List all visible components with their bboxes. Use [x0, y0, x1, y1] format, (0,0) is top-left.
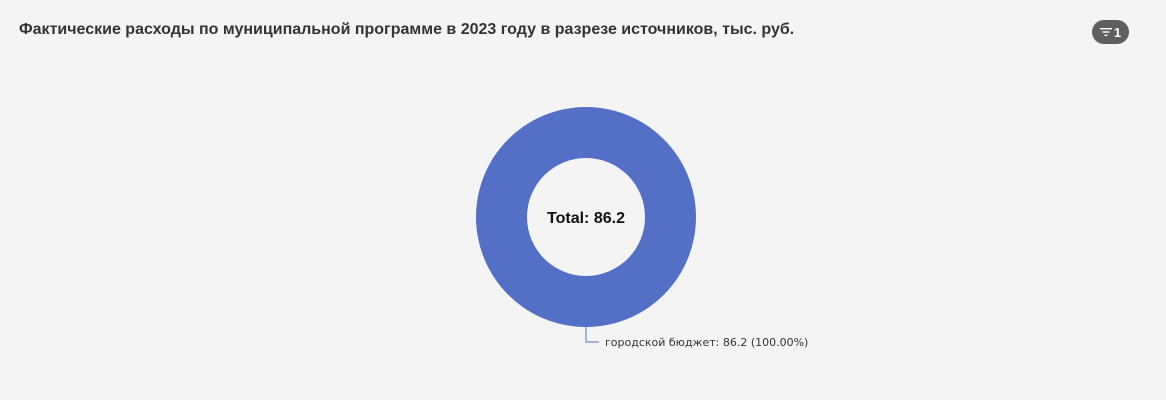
- filter-button[interactable]: 1: [1092, 20, 1129, 44]
- filter-count: 1: [1113, 24, 1122, 40]
- slice-labels: городской бюджет: 86.2 (100.00%): [585, 327, 808, 349]
- donut-slices: [476, 107, 696, 327]
- slice-label: городской бюджет: 86.2 (100.00%): [605, 336, 808, 349]
- filter-icon: [1099, 28, 1112, 36]
- slice-label-line: [585, 327, 599, 343]
- chart-title: Фактические расходы по муниципальной про…: [19, 21, 795, 38]
- donut-slice[interactable]: [476, 107, 696, 327]
- donut-center-total: Total: 86.2: [547, 210, 625, 227]
